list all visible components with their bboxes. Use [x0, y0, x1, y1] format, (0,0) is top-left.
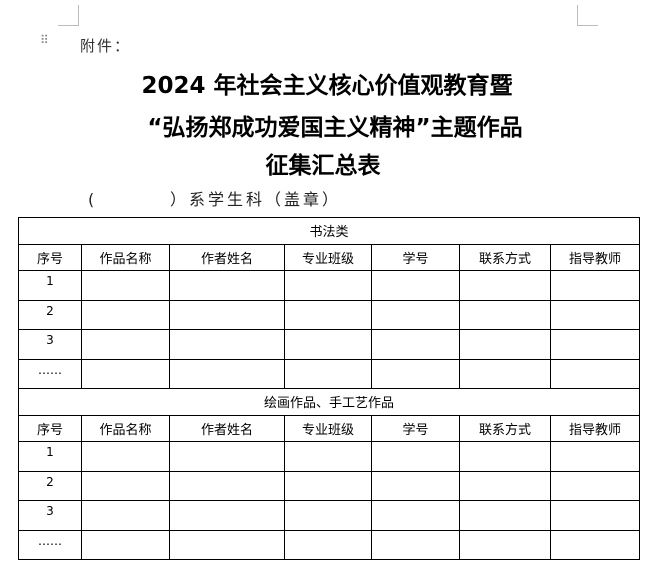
row-number: 1	[18, 441, 82, 472]
column-header: 联系方式	[459, 414, 551, 442]
table-cell[interactable]	[169, 299, 285, 330]
table-cell[interactable]	[284, 270, 372, 301]
table-cell[interactable]	[284, 358, 372, 389]
column-header: 专业班级	[284, 414, 372, 442]
department-line: ( ）系学生科（盖章）	[88, 190, 342, 209]
column-header: 学号	[371, 414, 460, 442]
table-cell[interactable]	[459, 358, 551, 389]
table-cell[interactable]	[81, 529, 170, 560]
header-row: 序号 作品名称 作者姓名 专业班级 学号 联系方式 指导教师	[18, 243, 641, 271]
table-row: 1	[18, 270, 641, 301]
table-cell[interactable]	[284, 441, 372, 472]
table-cell[interactable]	[459, 329, 551, 360]
column-header: 指导教师	[549, 414, 641, 442]
table-cell[interactable]	[284, 529, 372, 560]
column-header: 指导教师	[549, 243, 641, 271]
table-cell[interactable]	[371, 270, 460, 301]
table-cell[interactable]	[371, 441, 460, 472]
column-header: 序号	[18, 414, 82, 442]
table-cell[interactable]	[284, 299, 372, 330]
title-line-1: 2024 年社会主义核心价值观教育暨	[141, 73, 513, 99]
table-cell[interactable]	[81, 441, 170, 472]
table-cell[interactable]	[459, 270, 551, 301]
table-row: 3	[18, 500, 641, 531]
column-header: 联系方式	[459, 243, 551, 271]
table-cell[interactable]	[459, 441, 551, 472]
attachment-label: 附件：	[80, 37, 132, 55]
table-row: 1	[18, 441, 641, 472]
table-cell[interactable]	[81, 500, 170, 531]
row-number: 2	[18, 470, 82, 501]
table-cell[interactable]	[81, 270, 170, 301]
table-cell[interactable]	[81, 329, 170, 360]
table-cell[interactable]	[371, 529, 460, 560]
table-cell[interactable]	[81, 358, 170, 389]
summary-table: 书法类 序号 作品名称 作者姓名 专业班级 学号 联系方式 指导教师 1 2 3…… 绘画作品、手工艺…	[17, 217, 641, 560]
row-number: 2	[18, 299, 82, 330]
table-cell[interactable]	[284, 470, 372, 501]
table-cell[interactable]	[169, 500, 285, 531]
table-cell[interactable]	[169, 270, 285, 301]
table-cell[interactable]	[169, 441, 285, 472]
table-cell[interactable]	[284, 329, 372, 360]
table-cell[interactable]	[371, 358, 460, 389]
table-cell[interactable]	[459, 299, 551, 330]
table-cell[interactable]	[169, 358, 285, 389]
row-number: 1	[18, 270, 82, 301]
table-row: 2	[18, 470, 641, 501]
column-header: 序号	[18, 243, 82, 271]
section-title-row: 书法类	[17, 217, 641, 245]
row-number: 3	[18, 500, 82, 531]
table-cell[interactable]	[549, 470, 641, 501]
title-line-3: 征集汇总表	[265, 153, 381, 179]
page-corner-mark	[577, 5, 598, 26]
page-corner-mark	[58, 5, 79, 26]
section-title: 书法类	[17, 217, 641, 245]
table-row: ……	[18, 529, 641, 560]
column-header: 专业班级	[284, 243, 372, 271]
table-cell[interactable]	[459, 470, 551, 501]
section-title: 绘画作品、手工艺作品	[17, 388, 641, 416]
table-row: 2	[18, 299, 641, 330]
table-cell[interactable]	[81, 299, 170, 330]
column-header: 作者姓名	[169, 414, 285, 442]
table-cell[interactable]	[549, 329, 641, 360]
header-row: 序号 作品名称 作者姓名 专业班级 学号 联系方式 指导教师	[18, 414, 641, 442]
table-cell[interactable]	[549, 299, 641, 330]
column-header: 作品名称	[81, 243, 170, 271]
table-cell[interactable]	[549, 529, 641, 560]
table-cell[interactable]	[169, 529, 285, 560]
table-row: ……	[18, 358, 641, 389]
column-header: 作者姓名	[169, 243, 285, 271]
table-cell[interactable]	[549, 500, 641, 531]
table-row: 3	[18, 329, 641, 360]
table-cell[interactable]	[459, 529, 551, 560]
table-cell[interactable]	[371, 329, 460, 360]
column-header: 作品名称	[81, 414, 170, 442]
column-header: 学号	[371, 243, 460, 271]
table-cell[interactable]	[169, 329, 285, 360]
table-cell[interactable]	[371, 500, 460, 531]
table-cell[interactable]	[371, 299, 460, 330]
table-cell[interactable]	[284, 500, 372, 531]
table-cell[interactable]	[549, 358, 641, 389]
section-title-row: 绘画作品、手工艺作品	[17, 388, 641, 416]
table-cell[interactable]	[549, 270, 641, 301]
drag-handle-icon[interactable]: ⠿	[40, 33, 49, 47]
table-cell[interactable]	[549, 441, 641, 472]
row-number: ……	[18, 358, 82, 389]
table-cell[interactable]	[459, 500, 551, 531]
title-line-2: “弘扬郑成功爱国主义精神”主题作品	[147, 115, 523, 141]
table-cell[interactable]	[81, 470, 170, 501]
row-number: 3	[18, 329, 82, 360]
table-cell[interactable]	[169, 470, 285, 501]
table-cell[interactable]	[371, 470, 460, 501]
row-number: ……	[18, 529, 82, 560]
